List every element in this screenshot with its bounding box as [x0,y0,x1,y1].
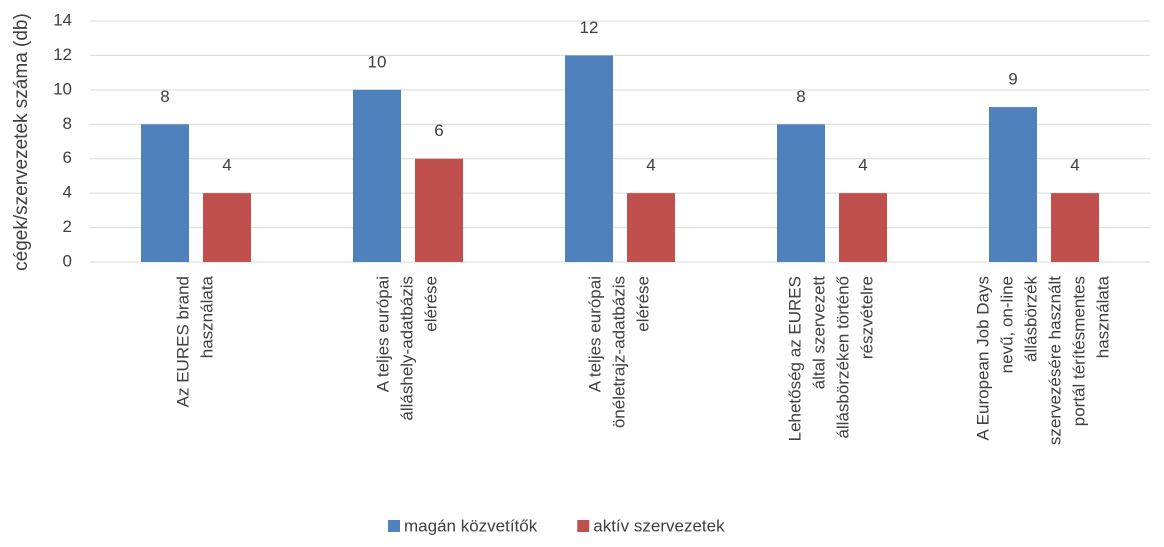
legend-swatch [577,520,590,532]
y-tick-label: 6 [63,148,72,167]
data-label: 8 [796,87,805,106]
x-tick-label: állásbörzék [1021,276,1040,362]
bar [1051,193,1099,262]
x-tick-label: által szervezett [809,276,828,390]
data-label: 9 [1008,70,1017,89]
data-label: 4 [858,156,867,175]
x-tick-label: önéletrajz-adatbázis [609,276,628,428]
y-tick-label: 10 [53,79,72,98]
y-tick-label: 0 [63,251,72,270]
x-tick-label: részvételre [857,276,876,359]
x-tick-label: elérése [421,276,440,332]
x-tick-label: A teljes európai [585,276,604,392]
x-tick-label: Lehetőség az EURES [785,276,804,441]
data-label: 12 [580,18,599,37]
legend-label: magán közvetítők [404,516,538,535]
bar [203,193,251,262]
bar [839,193,887,262]
x-tick-label: A teljes európai [373,276,392,392]
data-label: 4 [222,156,231,175]
data-label: 6 [434,121,443,140]
x-tick-label: szervezésére használt [1045,276,1064,445]
x-tick-label: használata [1093,275,1112,358]
legend-swatch [388,520,400,532]
x-tick-label: állásbörzéken történő [833,276,852,439]
data-label: 10 [368,52,387,71]
bar [141,124,189,263]
bar [565,55,613,262]
bar [777,124,825,263]
data-label: 4 [1070,156,1079,175]
x-tick-label: portál térítésmentes [1069,276,1088,426]
y-tick-label: 8 [63,114,72,133]
y-tick-label: 4 [63,183,72,202]
x-tick-label: A European Job Days [973,276,992,440]
y-axis-label: cégek/szervezetek száma (db) [11,13,32,271]
bar [353,89,401,262]
x-tick-label: Az EURES brand [173,276,192,407]
x-tick-label: használata [197,275,216,358]
x-tick-label: elérése [633,276,652,332]
y-tick-label: 12 [53,45,72,64]
bar [627,193,675,262]
y-tick-label: 2 [63,217,72,236]
bar [989,107,1037,262]
x-tick-label: álláshely-adatbázis [397,276,416,421]
data-label: 4 [646,156,655,175]
legend-label: aktív szervezetek [593,516,725,535]
y-tick-label: 14 [53,10,72,29]
bar [415,158,463,262]
data-label: 8 [160,87,169,106]
x-tick-label: nevű, on-line [997,276,1016,373]
